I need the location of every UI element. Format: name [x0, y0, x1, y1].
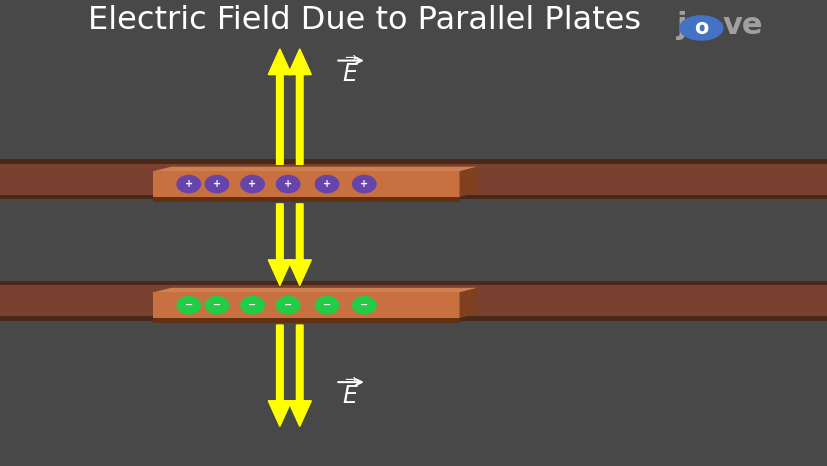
FancyBboxPatch shape	[0, 281, 827, 285]
Polygon shape	[153, 318, 459, 323]
FancyArrow shape	[288, 49, 311, 164]
FancyArrow shape	[268, 204, 291, 286]
Polygon shape	[153, 197, 459, 201]
Text: −: −	[184, 300, 193, 310]
FancyArrow shape	[288, 204, 311, 286]
Text: Electric Field Due to Parallel Plates: Electric Field Due to Parallel Plates	[88, 6, 640, 36]
Polygon shape	[459, 167, 477, 197]
Ellipse shape	[204, 296, 229, 315]
Text: $\vec{E}$: $\vec{E}$	[342, 57, 358, 87]
Ellipse shape	[240, 175, 265, 193]
Text: +: +	[284, 179, 292, 189]
Polygon shape	[153, 293, 459, 318]
Ellipse shape	[351, 296, 376, 315]
Ellipse shape	[275, 175, 300, 193]
Text: −: −	[213, 300, 221, 310]
Text: o: o	[693, 18, 708, 38]
Ellipse shape	[314, 296, 339, 315]
Ellipse shape	[351, 175, 376, 193]
FancyBboxPatch shape	[0, 316, 827, 321]
FancyBboxPatch shape	[0, 284, 827, 317]
Text: +: +	[213, 179, 221, 189]
FancyArrow shape	[268, 325, 291, 426]
Text: +: +	[323, 179, 331, 189]
Text: −: −	[248, 300, 256, 310]
Ellipse shape	[176, 296, 201, 315]
Polygon shape	[153, 171, 459, 197]
Text: +: +	[184, 179, 193, 189]
Text: $\vec{E}$: $\vec{E}$	[342, 379, 358, 409]
Text: −: −	[284, 300, 292, 310]
Ellipse shape	[204, 175, 229, 193]
FancyArrow shape	[288, 325, 311, 426]
Text: ve: ve	[722, 11, 762, 40]
Polygon shape	[153, 288, 477, 293]
Text: −: −	[360, 300, 368, 310]
FancyBboxPatch shape	[0, 159, 827, 164]
Text: +: +	[248, 179, 256, 189]
Circle shape	[679, 16, 722, 40]
FancyBboxPatch shape	[0, 195, 827, 199]
Polygon shape	[153, 167, 477, 171]
Ellipse shape	[275, 296, 300, 315]
FancyBboxPatch shape	[0, 163, 827, 196]
Ellipse shape	[176, 175, 201, 193]
Ellipse shape	[240, 296, 265, 315]
Text: −: −	[323, 300, 331, 310]
Text: j: j	[676, 11, 686, 40]
FancyArrow shape	[268, 49, 291, 164]
Polygon shape	[459, 288, 477, 318]
Text: +: +	[360, 179, 368, 189]
Ellipse shape	[314, 175, 339, 193]
